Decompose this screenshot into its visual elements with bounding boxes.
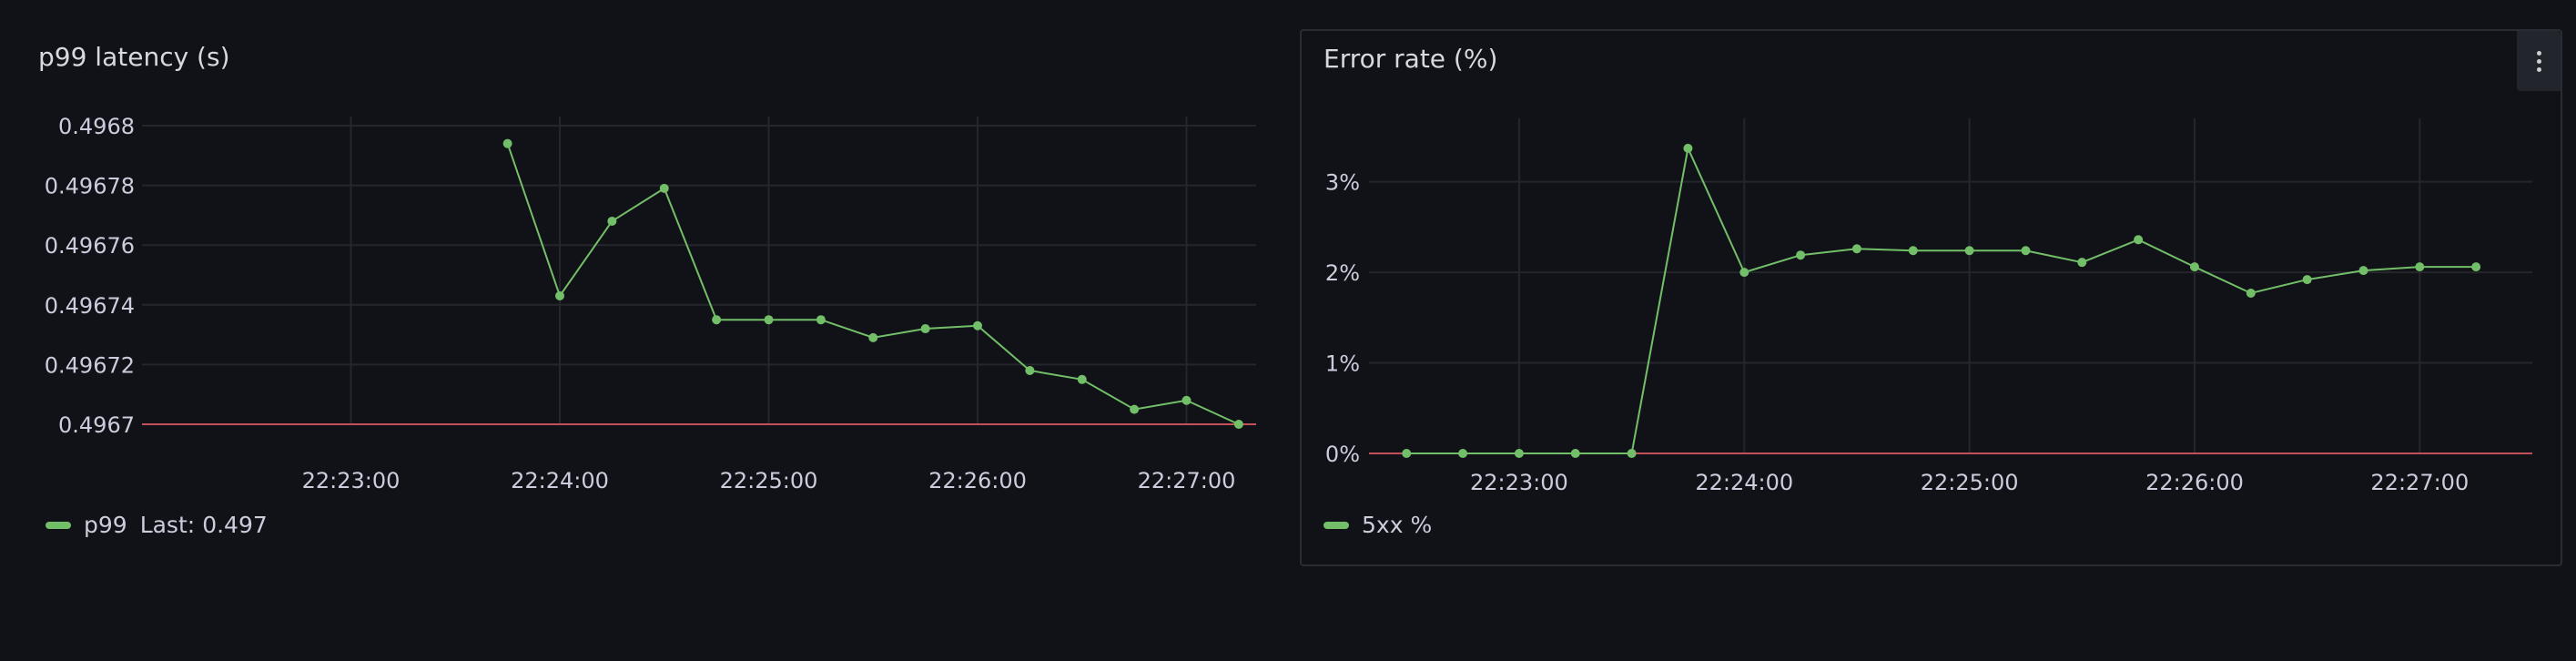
data-point[interactable] xyxy=(1796,250,1806,260)
y-tick-label: 0.49676 xyxy=(45,233,135,259)
x-tick-label: 22:27:00 xyxy=(1138,468,1236,493)
data-point[interactable] xyxy=(712,315,722,325)
legend-calc-label: Last: xyxy=(139,512,196,538)
error-rate-panel: Error rate (%) 0% 1% 2% 3% 22:23:00 22:24:00 2… xyxy=(1300,29,2562,566)
y-tick-label: 0.49674 xyxy=(45,293,135,319)
x-tick-label: 22:24:00 xyxy=(1695,470,1793,495)
data-point[interactable] xyxy=(1182,395,1192,405)
data-point[interactable] xyxy=(1402,449,1412,458)
data-point[interactable] xyxy=(868,332,878,342)
x-tick-label: 22:24:00 xyxy=(511,468,609,493)
legend[interactable]: p99 Last: 0.497 xyxy=(46,512,268,538)
legend-series-name: p99 xyxy=(84,512,127,538)
x-tick-label: 22:26:00 xyxy=(2145,470,2244,495)
data-point[interactable] xyxy=(1025,365,1035,375)
data-point[interactable] xyxy=(1683,143,1693,153)
legend-series-name: 5xx % xyxy=(1362,512,1433,538)
data-point[interactable] xyxy=(2415,262,2425,272)
y-tick-label: 0% xyxy=(1325,442,1360,467)
data-point[interactable] xyxy=(764,315,774,325)
y-tick-label: 3% xyxy=(1325,170,1360,196)
panel-title: p99 latency (s) xyxy=(38,42,230,72)
data-point[interactable] xyxy=(1514,449,1524,458)
latency-panel: p99 latency (s) 0.4967 0.49672 0.49674 0.49… xyxy=(16,29,1282,566)
data-point[interactable] xyxy=(2189,262,2199,272)
data-point[interactable] xyxy=(973,320,982,330)
y-tick-label: 1% xyxy=(1325,351,1360,377)
x-tick-label: 22:23:00 xyxy=(302,468,401,493)
x-tick-label: 22:27:00 xyxy=(2370,470,2469,495)
data-point[interactable] xyxy=(1570,449,1580,458)
data-point[interactable] xyxy=(607,216,617,226)
data-point[interactable] xyxy=(1964,246,1974,256)
data-point[interactable] xyxy=(2471,262,2481,272)
data-point[interactable] xyxy=(1458,449,1468,458)
data-point[interactable] xyxy=(1627,449,1637,458)
x-tick-label: 22:26:00 xyxy=(928,468,1027,493)
data-point[interactable] xyxy=(659,183,669,193)
data-point[interactable] xyxy=(2077,258,2087,268)
data-point[interactable] xyxy=(502,138,512,148)
data-point[interactable] xyxy=(555,290,564,300)
x-tick-label: 22:25:00 xyxy=(1921,470,2019,495)
x-tick-label: 22:23:00 xyxy=(1470,470,1568,495)
data-point[interactable] xyxy=(2021,246,2031,256)
kebab-menu-icon xyxy=(2536,49,2541,74)
data-point[interactable] xyxy=(2302,275,2312,285)
data-point[interactable] xyxy=(2358,266,2368,276)
data-point[interactable] xyxy=(1851,244,1861,254)
data-point[interactable] xyxy=(816,315,826,325)
legend-swatch xyxy=(46,521,71,529)
data-point[interactable] xyxy=(2134,235,2144,245)
latency-chart[interactable]: 0.4967 0.49672 0.49674 0.49676 0.49678 0.4968… xyxy=(16,29,1282,566)
data-point[interactable] xyxy=(1233,420,1243,429)
data-point[interactable] xyxy=(1077,374,1087,384)
legend-calc-value: 0.497 xyxy=(202,512,268,538)
data-point[interactable] xyxy=(920,324,930,334)
data-point[interactable] xyxy=(1908,246,1918,256)
y-tick-label: 0.4967 xyxy=(58,412,135,438)
legend[interactable]: 5xx % xyxy=(1323,512,1432,538)
panel-title: Error rate (%) xyxy=(1323,44,1498,74)
legend-swatch xyxy=(1323,521,1349,529)
data-point[interactable] xyxy=(2246,288,2256,298)
x-tick-label: 22:25:00 xyxy=(720,468,818,493)
y-tick-label: 0.49678 xyxy=(45,174,135,199)
series-line xyxy=(1406,145,2477,454)
y-tick-label: 0.4968 xyxy=(58,114,135,139)
panel-menu-button[interactable] xyxy=(2517,31,2561,91)
data-point[interactable] xyxy=(1739,268,1749,278)
y-tick-label: 0.49672 xyxy=(45,352,135,378)
data-point[interactable] xyxy=(1130,404,1140,414)
error-rate-chart[interactable]: 0% 1% 2% 3% 22:23:00 22:24:00 22:25:00 22:26:00… xyxy=(1302,31,2564,568)
y-tick-label: 2% xyxy=(1325,260,1360,286)
